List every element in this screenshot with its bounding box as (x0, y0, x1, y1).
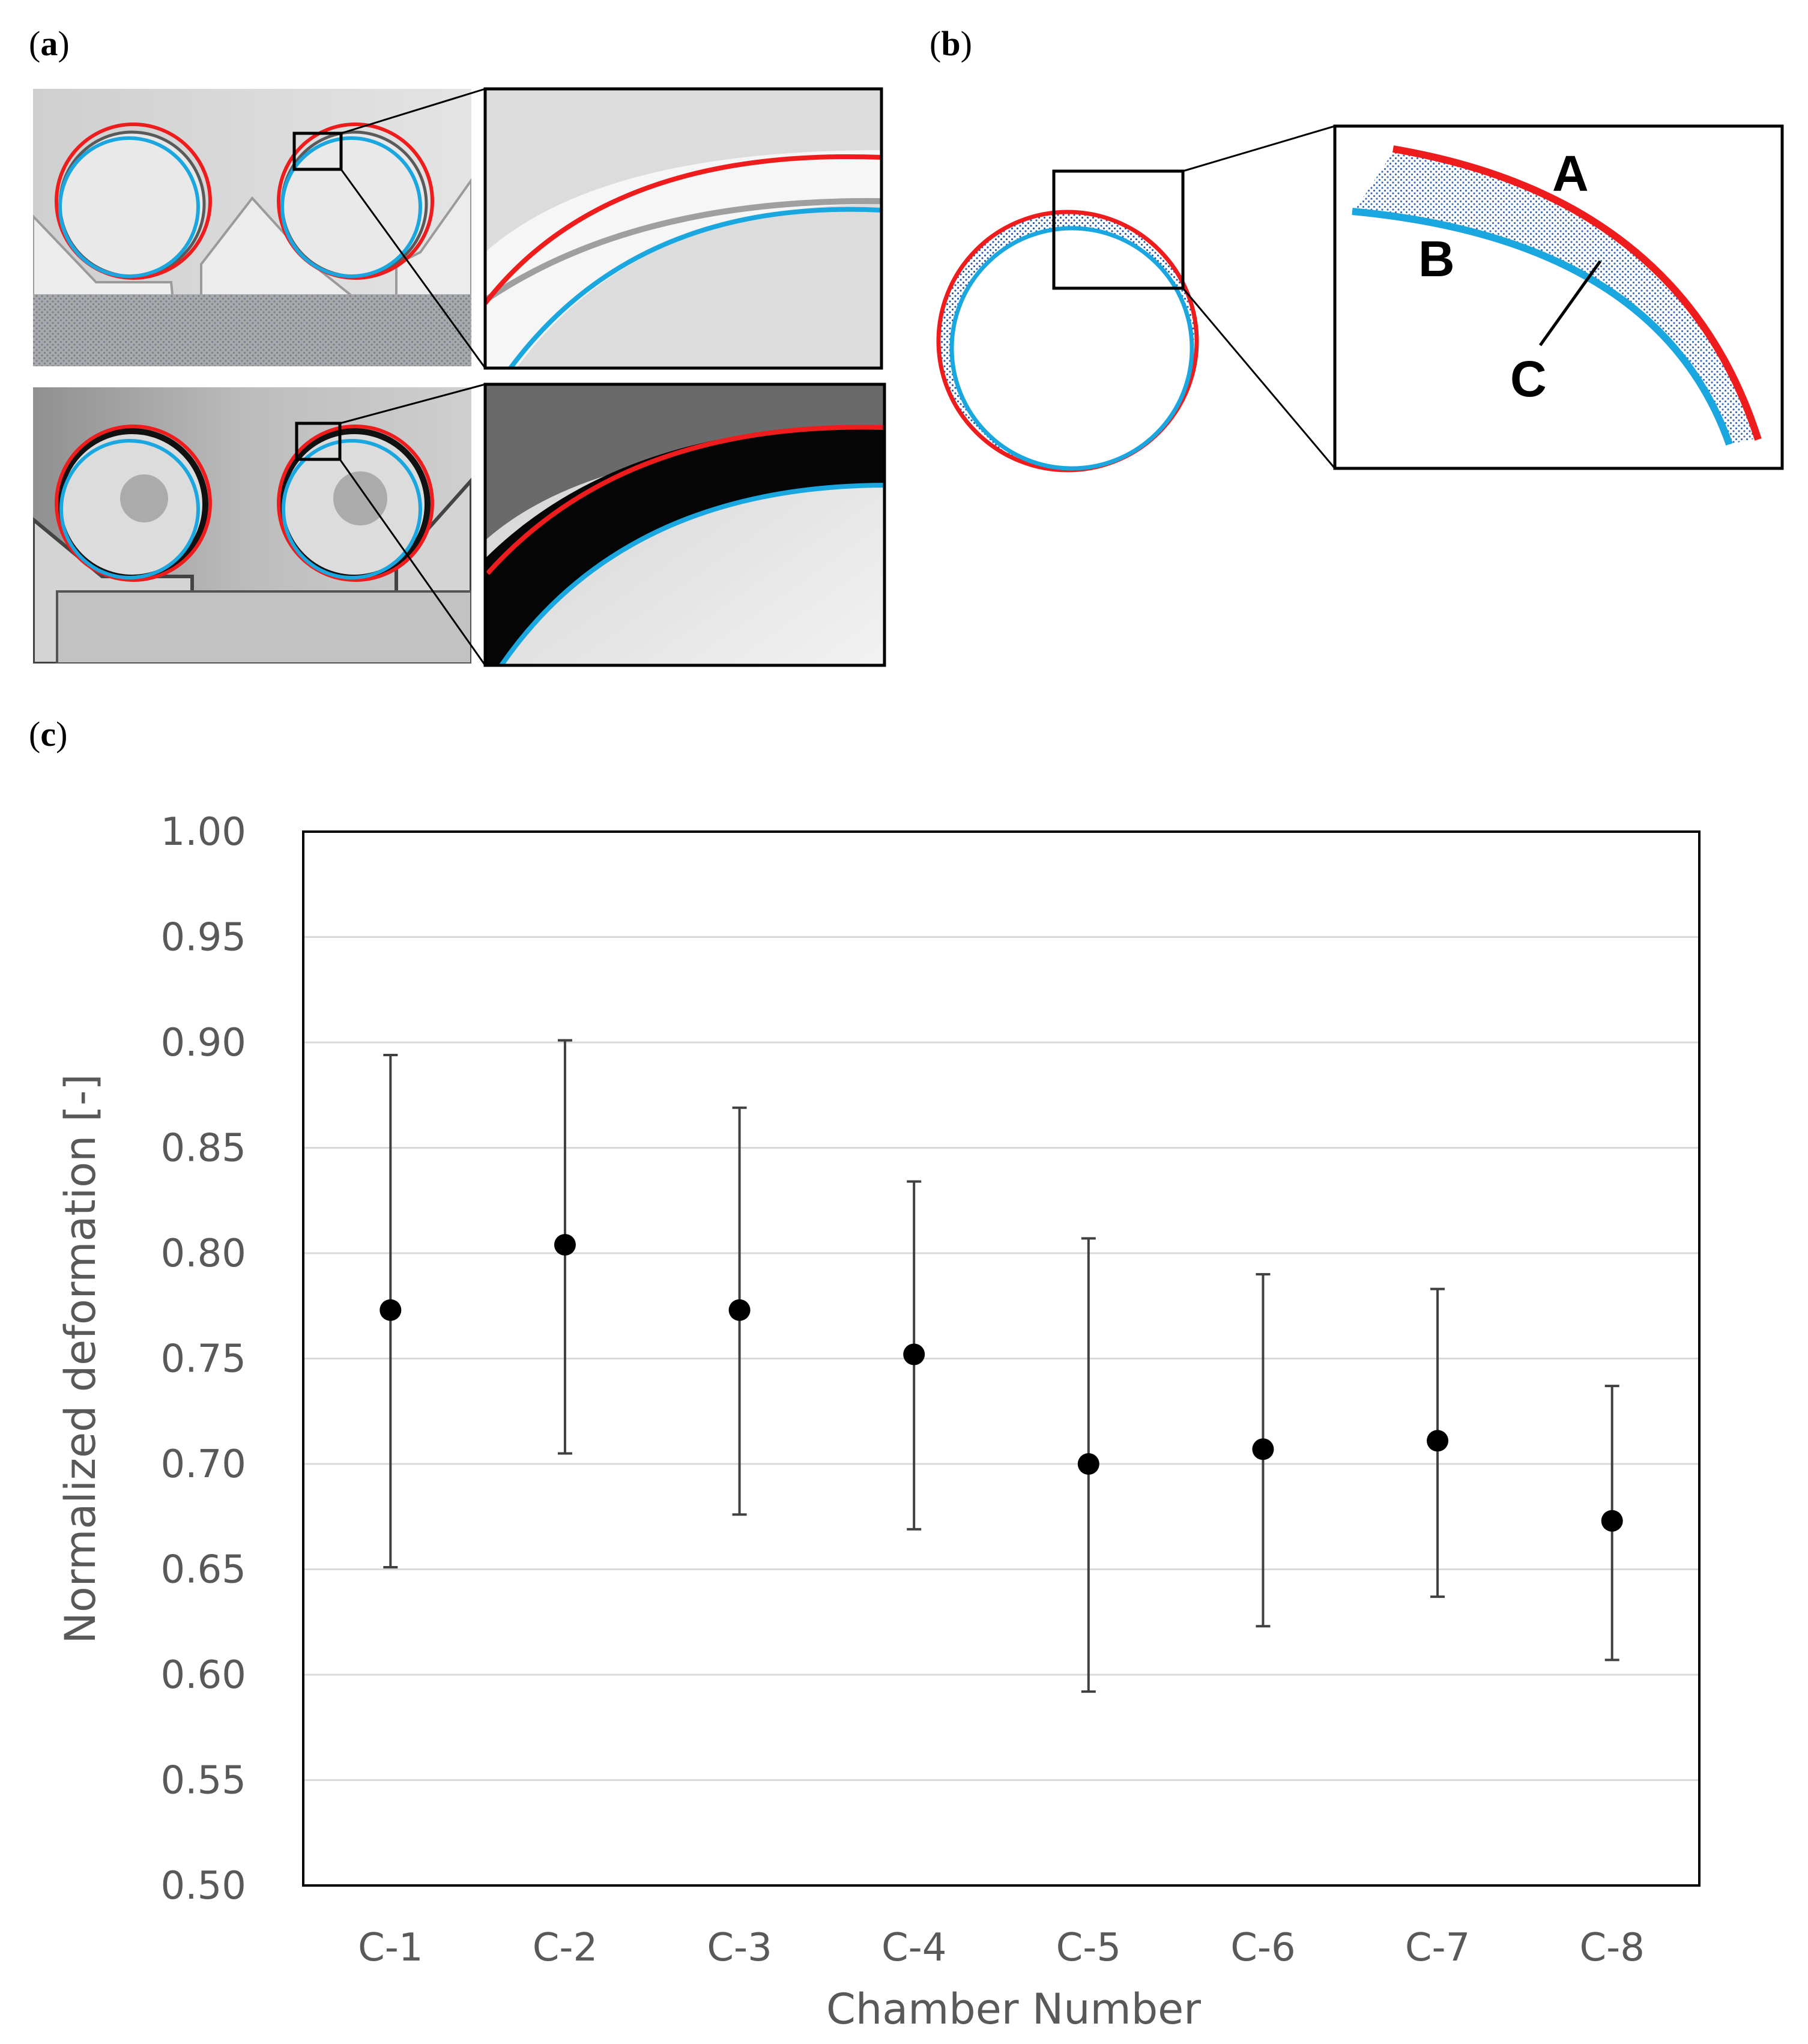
y-tick-label: 0.55 (161, 1759, 247, 1803)
outer-contour-3 (55, 425, 212, 582)
outer-contour-4 (277, 425, 434, 582)
outer-contour-1 (55, 122, 212, 280)
panel-label-c: (c) (29, 715, 67, 754)
micrograph-bottom-contours (55, 383, 486, 666)
data-point (1252, 1438, 1274, 1460)
data-point (903, 1343, 925, 1365)
zoom-box-schematic (1052, 169, 1185, 290)
y-tick-label: 0.85 (161, 1126, 247, 1171)
data-points (379, 1233, 1623, 1532)
contour-b (1352, 208, 1733, 446)
y-tick-label: 0.80 (161, 1232, 247, 1276)
zoom-box-bottom (295, 422, 342, 461)
panel-label-b: (b) (930, 24, 972, 63)
label-b: B (1418, 231, 1455, 287)
zoom-bottom (485, 384, 884, 665)
x-tick-label: C-6 (1230, 1926, 1296, 1970)
y-tick-label: 1.00 (161, 810, 247, 854)
x-tick-label: C-4 (881, 1926, 947, 1970)
y-axis-title: Normalized deformation [-] (56, 1074, 105, 1643)
x-tick-label: C-1 (358, 1926, 423, 1970)
x-axis-title: Chamber Number (826, 1985, 1201, 2034)
y-tick-label: 0.90 (161, 1021, 247, 1065)
inner-contour-3 (59, 439, 200, 579)
data-point (379, 1299, 402, 1321)
zoom-frame-bottom (483, 382, 886, 667)
y-tick-label: 0.60 (161, 1653, 247, 1698)
x-tick-label: C-5 (1056, 1926, 1122, 1970)
data-point (728, 1299, 751, 1321)
x-tick-label: C-2 (533, 1926, 598, 1970)
outer-contour-2 (277, 122, 434, 280)
label-c: C (1510, 351, 1547, 407)
y-tick-label: 0.50 (161, 1864, 247, 1908)
inner-contour-4 (282, 439, 422, 579)
micrograph-bottom (33, 387, 471, 664)
label-a: A (1552, 145, 1589, 202)
panel-label-a: (a) (29, 24, 70, 63)
deformation-area-c (1354, 150, 1756, 444)
grid-lines (303, 936, 1699, 1781)
inner-contour-schematic (949, 226, 1194, 471)
micrograph-top-contours (55, 88, 486, 369)
zoom-frame-schematic (1333, 124, 1784, 470)
data-point (1077, 1453, 1099, 1475)
schematic (936, 125, 1336, 473)
y-axis-ticks: 0.50 0.55 0.60 0.65 0.70 0.75 0.80 0.85 0.90 0.95… (161, 810, 247, 1908)
data-point (1601, 1510, 1623, 1532)
error-bars (383, 1039, 1619, 1693)
zoom-frame-top (483, 87, 883, 370)
x-tick-label: C-8 (1579, 1926, 1645, 1970)
zoom-box-top (292, 132, 343, 171)
zoom-schematic (1335, 126, 1782, 468)
plot-frame (302, 830, 1701, 1887)
x-axis-ticks: C-1 C-2 C-3 C-4 C-5 C-6 C-7 C-8 (358, 1926, 1645, 1970)
deformation-chart: 0.50 0.55 0.60 0.65 0.70 0.75 0.80 0.85 0.90 0.95… (56, 810, 1701, 2034)
y-tick-label: 0.95 (161, 916, 247, 960)
inner-contour-1 (58, 136, 200, 278)
inner-contour-2 (280, 136, 422, 278)
y-tick-label: 0.70 (161, 1442, 247, 1487)
x-tick-label: C-7 (1405, 1926, 1471, 1970)
y-tick-label: 0.75 (161, 1337, 247, 1382)
y-tick-label: 0.65 (161, 1548, 247, 1592)
data-point (554, 1233, 576, 1256)
x-tick-label: C-3 (707, 1926, 772, 1970)
contour-a (1392, 145, 1762, 441)
zoom-top (485, 89, 881, 368)
data-point (1427, 1430, 1449, 1452)
